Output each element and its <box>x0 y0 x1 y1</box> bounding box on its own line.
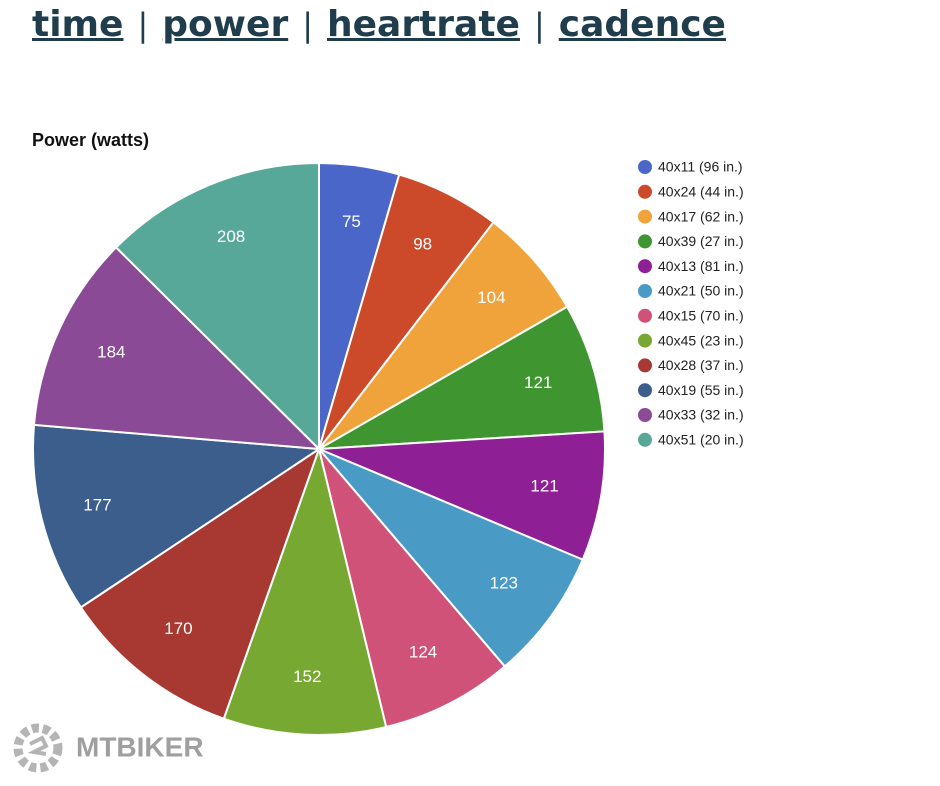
data-label: 104 <box>477 288 505 307</box>
pie-slice <box>318 161 401 450</box>
pie-slice <box>32 246 322 451</box>
legend-swatch <box>638 209 652 224</box>
separator: | <box>137 6 149 44</box>
nav-link[interactable]: heartrate <box>326 4 520 45</box>
legend-label: 40x13 (81 in.) <box>658 258 744 274</box>
legend-label: 40x19 (55 in.) <box>658 382 744 398</box>
pie-slice <box>318 448 507 729</box>
legend-label: 40x28 (37 in.) <box>658 357 744 373</box>
pie-slice <box>318 448 585 668</box>
legend-swatch <box>638 308 652 323</box>
pie-slice <box>114 161 320 452</box>
separator: | <box>302 6 313 44</box>
nav-link[interactable]: time <box>32 4 124 45</box>
legend-label: 40x24 (44 in.) <box>658 184 744 200</box>
legend-label: 40x39 (27 in.) <box>658 233 744 249</box>
data-label: 123 <box>490 573 518 592</box>
data-label: 121 <box>530 477 558 496</box>
pie-slice <box>318 305 606 450</box>
watermark-logo <box>13 723 63 773</box>
chart-title: Power (watts) <box>32 130 149 150</box>
legend-swatch <box>638 358 652 373</box>
legend-swatch <box>638 333 652 348</box>
legend-swatch <box>638 160 652 174</box>
legend-swatch <box>638 432 652 447</box>
legend-label: 40x11 (96 in.) <box>658 159 743 175</box>
legend-label: 40x45 (23 in.) <box>658 332 744 348</box>
watermark: MTBIKER <box>76 731 204 762</box>
legend-label: 40x17 (62 in.) <box>658 208 744 224</box>
data-label: 98 <box>413 235 432 254</box>
pie-slice <box>222 445 388 736</box>
pie-slice <box>318 173 495 450</box>
legend-swatch <box>638 408 652 422</box>
data-label: 170 <box>164 619 192 638</box>
legend-label: 40x33 (32 in.) <box>658 407 744 423</box>
separator: | <box>533 6 545 44</box>
data-label: 124 <box>409 642 437 661</box>
nav-bar: time | power | heartrate | cadence <box>32 4 726 45</box>
legend-label: 40x15 (70 in.) <box>658 308 744 324</box>
data-label: 208 <box>217 227 245 246</box>
data-label: 152 <box>293 667 321 686</box>
legend-swatch <box>638 284 652 298</box>
legend-label: 40x51 (20 in.) <box>658 432 744 448</box>
data-label: 184 <box>97 342 125 361</box>
legend-swatch <box>638 383 652 398</box>
legend-label: 40x21 (50 in.) <box>658 283 744 299</box>
legend-swatch <box>638 259 652 274</box>
pie-slice <box>318 430 606 561</box>
nav-link[interactable]: power <box>162 4 289 45</box>
legend-swatch <box>638 234 652 249</box>
pie-slice <box>318 220 569 450</box>
nav-link[interactable]: cadence <box>558 4 726 45</box>
data-label: 177 <box>83 495 111 514</box>
pie-slice <box>79 446 321 720</box>
pie-slice <box>32 423 322 609</box>
data-label: 75 <box>342 212 361 231</box>
legend-swatch <box>638 184 652 199</box>
data-label: 121 <box>524 373 552 392</box>
